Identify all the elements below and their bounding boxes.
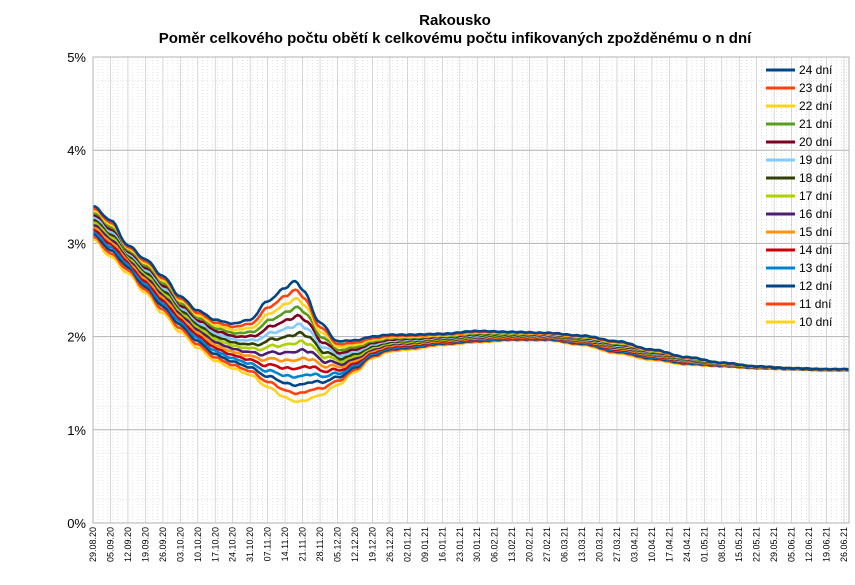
legend-label-24: 24 dní [799,63,833,77]
chart-title: Rakousko [419,12,491,29]
y-axis-ticks: 0% 1% 2% 3% 4% 5% [67,50,86,531]
legend-label-11: 11 dní [799,297,832,311]
x-tick-label: 15.05.21 [734,527,744,562]
chart-subtitle: Poměr celkového počtu obětí k celkovému … [159,30,752,47]
legend-label-10: 10 dní [799,315,833,329]
x-tick-label: 03.10.20 [175,527,185,562]
series-lines [92,205,850,404]
x-tick-label: 01.05.21 [699,527,709,562]
legend-label-16: 16 dní [799,207,833,221]
x-tick-label: 19.09.20 [140,527,150,562]
x-tick-label: 05.09.20 [105,527,115,562]
x-tick-label: 05.12.20 [333,527,343,562]
legend-label-13: 13 dní [799,261,833,275]
x-tick-label: 06.03.21 [560,527,570,562]
x-tick-label: 20.02.21 [525,527,535,562]
x-tick-label: 22.05.21 [752,527,762,562]
y-tick-label: 1% [67,423,86,438]
legend-label-19: 19 dní [799,153,833,167]
x-tick-label: 12.06.21 [804,527,814,562]
x-tick-label: 26.06.21 [839,527,849,562]
x-tick-label: 26.09.20 [158,527,168,562]
x-tick-label: 21.11.20 [298,527,308,561]
grid [92,56,849,524]
x-tick-label: 12.09.20 [123,527,133,562]
x-tick-label: 07.11.20 [263,527,273,561]
y-tick-label: 5% [67,50,86,65]
y-tick-label: 2% [67,330,86,345]
series-line-24 [92,205,850,371]
x-tick-label: 12.12.20 [350,527,360,562]
legend-label-14: 14 dní [799,243,833,257]
legend-label-20: 20 dní [799,135,833,149]
legend-label-23: 23 dní [799,81,833,95]
x-tick-label: 24.10.20 [228,527,238,562]
y-tick-label: 3% [67,236,86,251]
legend: 24 dní 23 dní 22 dní 21 dní 20 dní 19 dní 18 d… [766,63,833,329]
x-tick-label: 19.06.21 [822,527,832,562]
x-axis-ticks: 29.08.20 05.09.20 12.09.20 19.09.20 26.09.20… [88,527,849,562]
x-tick-label: 02.01.21 [402,527,412,562]
x-tick-label: 13.02.21 [507,527,517,562]
legend-label-22: 22 dní [799,99,833,113]
plot-frame [92,56,850,524]
y-tick-label: 0% [67,516,86,531]
legend-label-21: 21 dní [799,117,833,131]
x-tick-label: 03.04.21 [629,527,639,562]
x-tick-label: 08.05.21 [717,527,727,562]
x-tick-label: 29.05.21 [769,527,779,562]
x-tick-label: 14.11.20 [280,527,290,561]
legend-label-12: 12 dní [799,279,833,293]
legend-label-18: 18 dní [799,171,833,185]
legend-label-15: 15 dní [799,225,833,239]
x-tick-label: 13.03.21 [577,527,587,562]
x-tick-label: 19.12.20 [367,527,377,562]
x-tick-label: 27.03.21 [612,527,622,562]
x-tick-label: 23.01.21 [455,527,465,562]
x-tick-label: 24.04.21 [682,527,692,562]
x-tick-label: 27.02.21 [542,527,552,562]
x-tick-label: 09.01.21 [420,527,430,562]
x-tick-label: 31.10.20 [245,527,255,562]
x-tick-label: 16.01.21 [437,527,447,562]
x-tick-label: 17.04.21 [664,527,674,562]
y-tick-label: 4% [67,143,86,158]
x-tick-label: 05.06.21 [787,527,797,562]
x-tick-label: 30.01.21 [472,527,482,562]
x-tick-label: 20.03.21 [594,527,604,562]
x-tick-label: 06.02.21 [490,527,500,562]
x-tick-label: 28.11.20 [315,527,325,561]
x-tick-label: 17.10.20 [210,527,220,562]
x-tick-label: 10.04.21 [647,527,657,562]
x-tick-label: 26.12.20 [385,527,395,562]
x-tick-label: 10.10.20 [193,527,203,562]
x-tick-label: 29.08.20 [88,527,98,562]
legend-label-17: 17 dní [799,189,833,203]
